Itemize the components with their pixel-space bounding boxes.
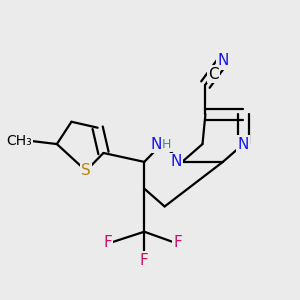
Text: N: N bbox=[217, 53, 229, 68]
Text: N: N bbox=[171, 154, 182, 169]
Text: C: C bbox=[208, 67, 219, 82]
Text: N: N bbox=[150, 136, 162, 152]
Text: S: S bbox=[81, 163, 91, 178]
Text: F: F bbox=[173, 235, 182, 250]
Text: H: H bbox=[162, 138, 171, 151]
Text: N: N bbox=[238, 136, 249, 152]
Text: F: F bbox=[140, 253, 148, 268]
Text: F: F bbox=[103, 235, 112, 250]
Text: CH₃: CH₃ bbox=[6, 134, 32, 148]
